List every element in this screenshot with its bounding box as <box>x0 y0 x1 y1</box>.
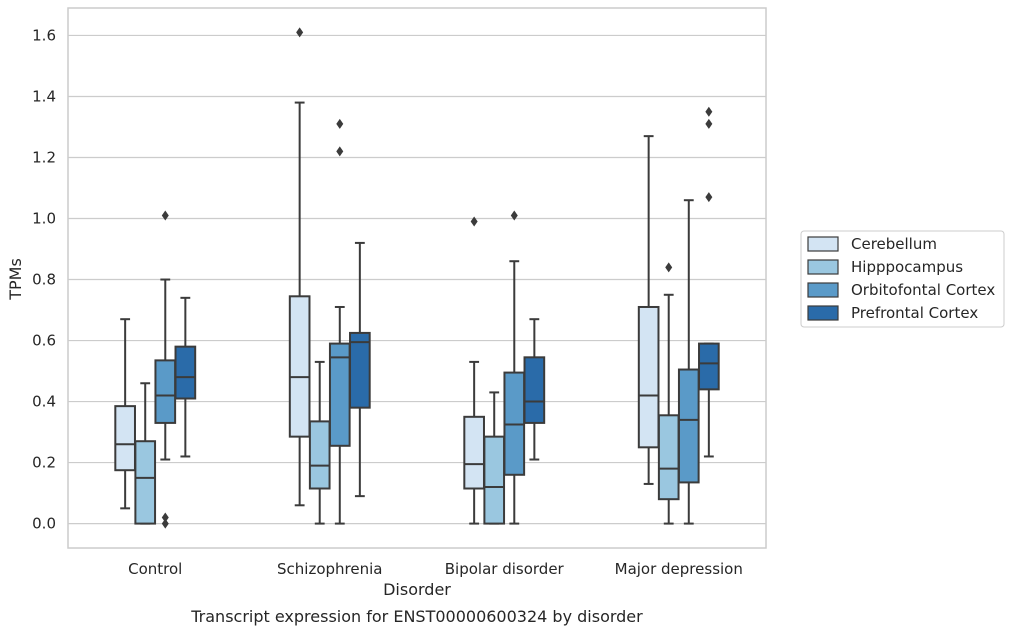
y-tick-label: 0.6 <box>32 332 56 350</box>
x-tick-label: Schizophrenia <box>277 560 382 578</box>
y-tick-label: 1.0 <box>32 210 56 228</box>
box-body <box>657 414 680 501</box>
legend-frame <box>800 230 1005 328</box>
grid-lines <box>68 34 766 525</box>
x-axis-label: Disorder <box>383 580 451 599</box>
box-orbitofontal-cortex <box>154 210 177 529</box>
box-body <box>134 440 157 525</box>
outlier-point <box>665 262 673 273</box>
box-hipppocampus <box>657 262 680 525</box>
box-body <box>174 345 197 400</box>
y-tick-label: 0.8 <box>32 271 56 289</box>
box-body <box>677 368 700 484</box>
x-tick-label: Major depression <box>615 560 743 578</box>
box-body <box>114 405 136 472</box>
plot-area <box>68 8 766 548</box>
box-orbitofontal-cortex <box>677 199 700 525</box>
box-body <box>463 415 485 490</box>
legend-label: Orbitofontal Cortex <box>851 281 995 299</box>
box-hipppocampus <box>134 382 157 525</box>
outlier-point <box>705 106 713 117</box>
outlier-point <box>161 518 169 529</box>
outlier-point <box>161 210 169 221</box>
box-hipppocampus <box>483 391 506 525</box>
y-tick-labels: 0.0 0.2 0.4 0.6 0.8 1.0 1.2 1.4 1.6 <box>32 26 56 532</box>
legend: Cerebellum Hipppocampus Orbitofontal Corte… <box>800 230 1005 328</box>
y-tick-label: 0.4 <box>32 393 56 411</box>
y-tick-label: 1.4 <box>32 87 56 105</box>
box-body <box>328 342 351 447</box>
chart-caption: Transcript expression for ENST0000060032… <box>190 607 643 626</box>
outlier-point <box>705 192 713 203</box>
outlier-point <box>336 146 344 157</box>
plot-frame <box>67 7 767 549</box>
outlier-point <box>510 210 518 221</box>
box-cerebellum <box>288 27 311 507</box>
legend-label: Hipppocampus <box>851 258 963 276</box>
box-cerebellum <box>114 318 136 510</box>
box-prefrontal-cortex <box>349 241 371 498</box>
box-hipppocampus <box>308 360 331 525</box>
box-body <box>523 356 546 424</box>
outlier-point <box>470 216 478 227</box>
y-tick-label: 0.0 <box>32 515 56 533</box>
box-body <box>349 331 371 409</box>
box-body <box>308 420 331 490</box>
outlier-point <box>161 512 169 523</box>
y-tick-label: 1.6 <box>32 26 56 44</box>
legend-swatch <box>807 282 839 298</box>
y-tick-label: 1.2 <box>32 148 56 166</box>
boxes-layer <box>114 27 720 529</box>
box-cerebellum <box>637 135 660 485</box>
legend-swatch <box>807 259 839 275</box>
outlier-point <box>336 118 344 129</box>
box-body <box>483 435 506 525</box>
box-body <box>288 295 311 438</box>
outlier-point <box>705 118 713 129</box>
legend-label: Prefrontal Cortex <box>851 304 978 322</box>
box-prefrontal-cortex <box>523 318 546 461</box>
outlier-point <box>296 27 304 38</box>
box-prefrontal-cortex <box>174 296 197 458</box>
x-tick-label: Control <box>128 560 182 578</box>
box-prefrontal-cortex <box>698 106 720 458</box>
legend-swatch <box>807 236 839 252</box>
box-body <box>154 359 177 424</box>
x-tick-label: Bipolar disorder <box>445 560 565 578</box>
box-body <box>698 342 720 391</box>
x-tick-labels: Control Schizophrenia Bipolar disorder Majo… <box>128 560 743 578</box>
box-body <box>637 305 660 449</box>
box-cerebellum <box>463 216 485 525</box>
legend-label: Cerebellum <box>851 235 937 253</box>
y-axis-label: TPMs <box>6 258 25 301</box>
y-tick-label: 0.2 <box>32 454 56 472</box>
legend-swatch <box>807 305 839 321</box>
